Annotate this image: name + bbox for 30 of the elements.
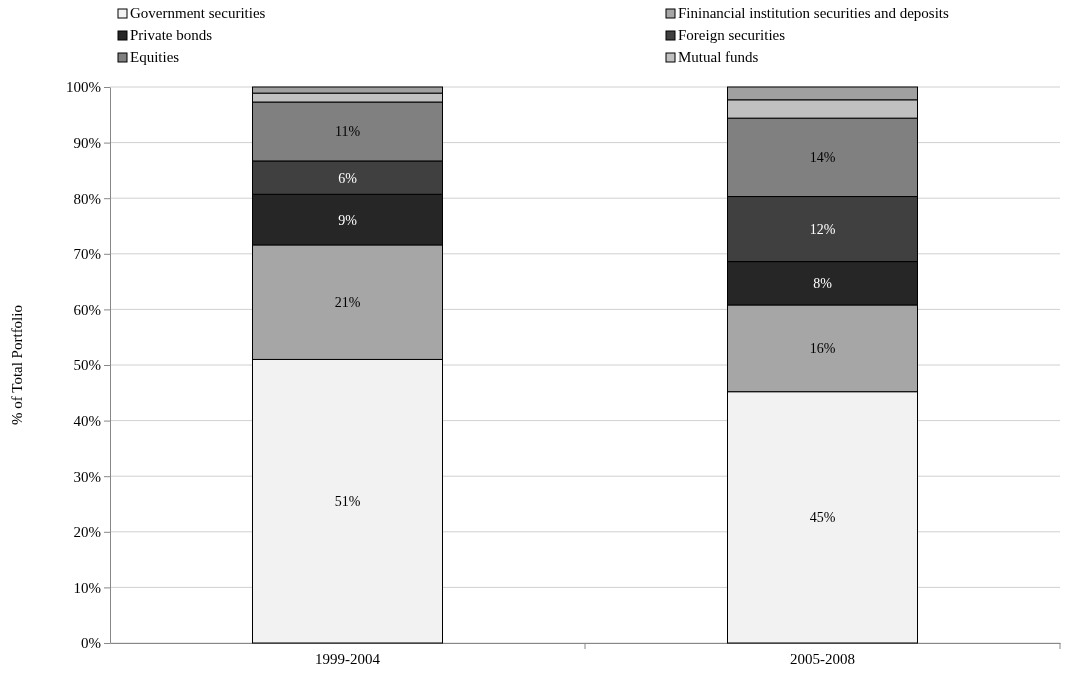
- legend-label: Government securities: [130, 5, 266, 21]
- data-label: 21%: [334, 295, 361, 311]
- data-label: 16%: [809, 341, 836, 357]
- y-tick-label: 50%: [73, 357, 101, 374]
- data-label: 6%: [338, 170, 358, 186]
- y-tick-label: 70%: [73, 246, 101, 263]
- y-tick-label: 0%: [81, 635, 101, 652]
- legend-label: Mutual funds: [678, 49, 759, 65]
- data-label: 8%: [813, 276, 833, 292]
- legend-label: Fininancial institution securities and deposits: [678, 5, 949, 21]
- data-label: 9%: [338, 212, 358, 228]
- y-tick-label: 10%: [73, 579, 101, 596]
- legend-label: Equities: [130, 49, 180, 65]
- x-tick-label: 1999-2004: [315, 650, 381, 667]
- y-axis-title: % of Total Portfolio: [9, 305, 25, 425]
- data-label: 51%: [334, 494, 361, 510]
- legend-label: Foreign securities: [678, 27, 786, 43]
- y-tick-label: 90%: [73, 134, 101, 151]
- data-label: 12%: [809, 222, 836, 238]
- data-label: 45%: [809, 510, 836, 526]
- data-label: 14%: [809, 150, 836, 166]
- y-tick-label: 40%: [73, 412, 101, 429]
- x-tick-label: 2005-2008: [790, 650, 855, 667]
- y-tick-label: 100%: [66, 79, 101, 96]
- y-tick-label: 60%: [73, 301, 101, 318]
- y-tick-label: 20%: [73, 524, 101, 541]
- y-tick-label: 80%: [73, 190, 101, 207]
- data-label: 11%: [334, 124, 361, 140]
- y-tick-label: 30%: [73, 468, 101, 485]
- legend-label: Private bonds: [130, 27, 213, 43]
